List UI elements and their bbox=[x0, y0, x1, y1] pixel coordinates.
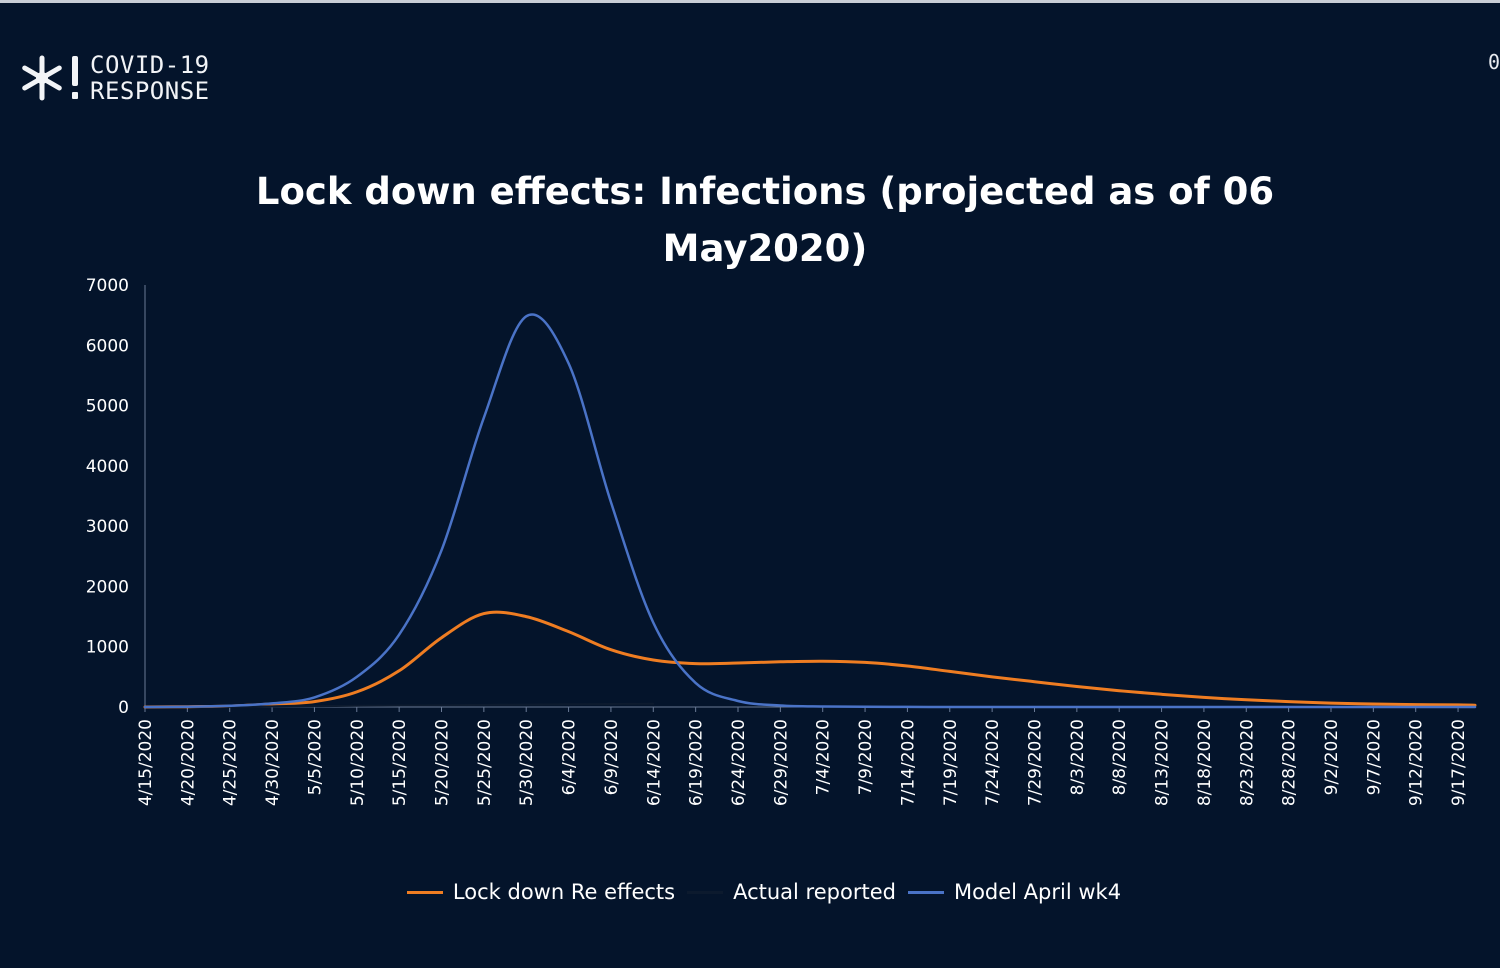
legend-swatch-model bbox=[907, 890, 944, 894]
x-tick-label: 8/8/2020 bbox=[1110, 719, 1130, 795]
x-tick-label: 6/29/2020 bbox=[771, 719, 791, 806]
x-tick-label: 5/20/2020 bbox=[432, 719, 452, 806]
y-tick-label: 5000 bbox=[86, 397, 129, 417]
chart-title: Lock down effects: Infections (projected… bbox=[180, 163, 1350, 277]
x-tick-label: 5/25/2020 bbox=[475, 719, 495, 806]
legend-label-lockdown: Lock down Re effects bbox=[452, 880, 676, 904]
brand-line-2: RESPONSE bbox=[90, 77, 210, 105]
y-tick-label: 1000 bbox=[86, 638, 129, 658]
x-tick-label: 7/29/2020 bbox=[1025, 719, 1045, 806]
x-tick-label: 4/20/2020 bbox=[178, 719, 198, 806]
y-tick-label: 3000 bbox=[86, 517, 129, 537]
series-line-model bbox=[143, 313, 1477, 709]
legend-item-actual: Actual reported bbox=[687, 880, 896, 904]
legend-swatch-actual bbox=[687, 890, 724, 894]
y-tick-label: 7000 bbox=[86, 276, 129, 296]
x-tick-label: 6/14/2020 bbox=[644, 719, 664, 806]
legend-item-lockdown: Lock down Re effects bbox=[406, 880, 676, 904]
x-tick-label: 8/28/2020 bbox=[1280, 719, 1300, 806]
x-tick-label: 6/9/2020 bbox=[602, 719, 622, 795]
x-tick-label: 7/14/2020 bbox=[898, 719, 918, 806]
series-line-lockdown bbox=[143, 610, 1477, 709]
x-tick-label: 4/15/2020 bbox=[136, 719, 156, 806]
x-tick-label: 5/30/2020 bbox=[517, 719, 537, 806]
x-tick-label: 9/17/2020 bbox=[1449, 719, 1469, 806]
brand-logo: COVID-19 RESPONSE bbox=[18, 52, 210, 104]
x-tick-label: 4/25/2020 bbox=[221, 719, 241, 806]
x-tick-label: 8/18/2020 bbox=[1195, 719, 1215, 806]
top-border bbox=[0, 0, 1500, 3]
legend-item-model: Model April wk4 bbox=[907, 880, 1122, 904]
y-tick-label: 6000 bbox=[86, 336, 129, 356]
x-tick-label: 9/2/2020 bbox=[1322, 719, 1342, 795]
x-tick-label: 7/9/2020 bbox=[856, 719, 876, 795]
x-tick-label: 8/23/2020 bbox=[1237, 719, 1257, 806]
x-tick-label: 6/19/2020 bbox=[687, 719, 707, 806]
x-tick-label: 5/10/2020 bbox=[348, 719, 368, 806]
chart-legend: Lock down Re effects Actual reported Mod… bbox=[0, 880, 1500, 904]
chart-title-line-1: Lock down effects: Infections (projected… bbox=[255, 170, 1275, 213]
legend-swatch-lockdown bbox=[406, 890, 443, 894]
brand-line-1: COVID-19 bbox=[90, 51, 210, 79]
x-tick-label: 9/12/2020 bbox=[1407, 719, 1427, 806]
legend-label-actual: Actual reported bbox=[733, 880, 896, 904]
brand-text: COVID-19 RESPONSE bbox=[90, 52, 210, 104]
page-number: 0 bbox=[1488, 50, 1500, 74]
x-tick-label: 5/5/2020 bbox=[305, 719, 325, 795]
y-tick-label: 0 bbox=[118, 698, 129, 718]
snowflake-exclamation-icon bbox=[22, 55, 78, 101]
x-tick-label: 9/7/2020 bbox=[1364, 719, 1384, 795]
chart-title-line-2: May2020) bbox=[662, 227, 868, 270]
x-tick-label: 4/30/2020 bbox=[263, 719, 283, 806]
legend-label-model: Model April wk4 bbox=[953, 880, 1122, 904]
x-tick-label: 7/24/2020 bbox=[983, 719, 1003, 806]
x-tick-label: 8/13/2020 bbox=[1153, 719, 1173, 806]
x-tick-label: 8/3/2020 bbox=[1068, 719, 1088, 795]
x-tick-label: 5/15/2020 bbox=[390, 719, 410, 806]
x-tick-label: 6/4/2020 bbox=[560, 719, 580, 795]
x-tick-label: 7/4/2020 bbox=[814, 719, 834, 795]
x-tick-label: 7/19/2020 bbox=[941, 719, 961, 806]
x-tick-label: 6/24/2020 bbox=[729, 719, 749, 806]
y-tick-label: 2000 bbox=[86, 577, 129, 597]
y-tick-label: 4000 bbox=[86, 457, 129, 477]
